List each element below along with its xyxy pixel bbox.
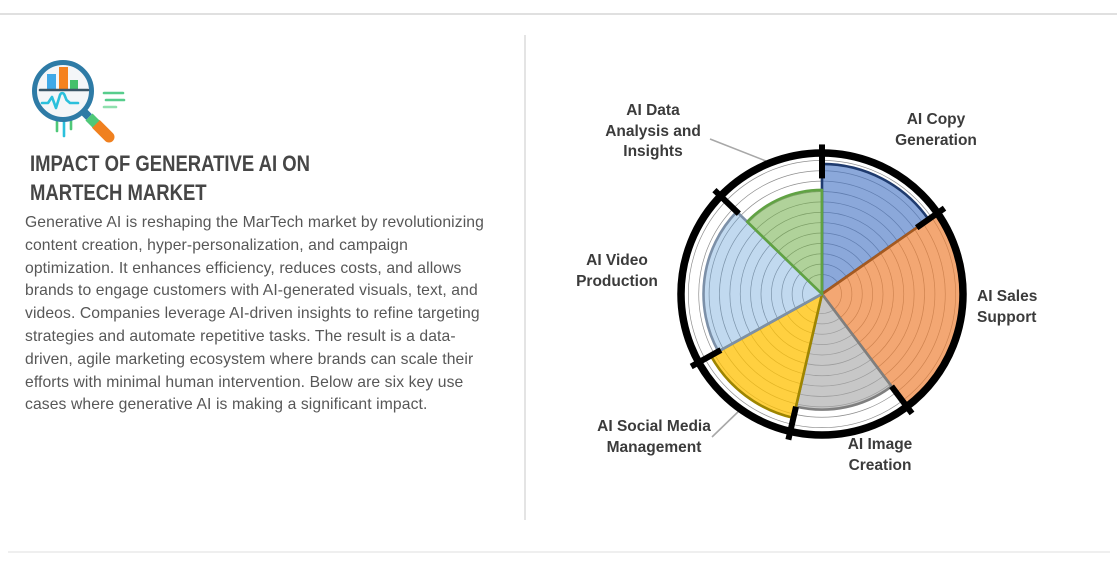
sector-divider-tick bbox=[914, 205, 947, 231]
magnifier-handle bbox=[91, 119, 115, 143]
bar-blue bbox=[47, 74, 56, 89]
chart-wedge bbox=[820, 162, 930, 296]
bottom-border bbox=[8, 551, 1110, 553]
chart-wedge bbox=[745, 188, 824, 296]
top-border bbox=[0, 13, 1117, 15]
rose-chart bbox=[677, 138, 967, 441]
chart-wedge bbox=[709, 292, 824, 420]
chart-label-ai-image-creation: AI Image Creation bbox=[847, 436, 913, 474]
chart-wedge bbox=[702, 210, 824, 353]
magnifier-handle-band bbox=[85, 113, 100, 128]
chart-label-ai-social-media: AI Social Media Management bbox=[597, 418, 711, 456]
sector-divider-tick bbox=[785, 405, 799, 441]
panel-divider bbox=[524, 35, 526, 520]
description-text: Generative AI is reshaping the MarTech m… bbox=[25, 214, 484, 414]
chart-wedge bbox=[794, 292, 893, 411]
leader-line bbox=[709, 138, 767, 162]
sector-divider-tick bbox=[689, 347, 723, 370]
chart-label-ai-video-production: AI Video Production bbox=[576, 252, 658, 290]
sector-divider-tick bbox=[889, 384, 915, 416]
page-title: IMPACT OF GENERATIVE AI ON MARTECH MARKE… bbox=[30, 151, 310, 205]
magnifier-bar-chart-icon bbox=[32, 60, 126, 143]
chart-label-ai-sales-support: AI Sales Support bbox=[977, 288, 1038, 326]
bar-orange bbox=[59, 67, 68, 89]
chart-label-ai-copy-generation: AI Copy Generation bbox=[895, 111, 977, 149]
chart-label-ai-data-analysis: AI Data Analysis and Insights bbox=[605, 102, 701, 160]
pulse-line bbox=[40, 91, 80, 110]
bar-green bbox=[70, 80, 78, 89]
leader-line bbox=[711, 408, 742, 438]
sector-divider-tick bbox=[712, 187, 741, 216]
